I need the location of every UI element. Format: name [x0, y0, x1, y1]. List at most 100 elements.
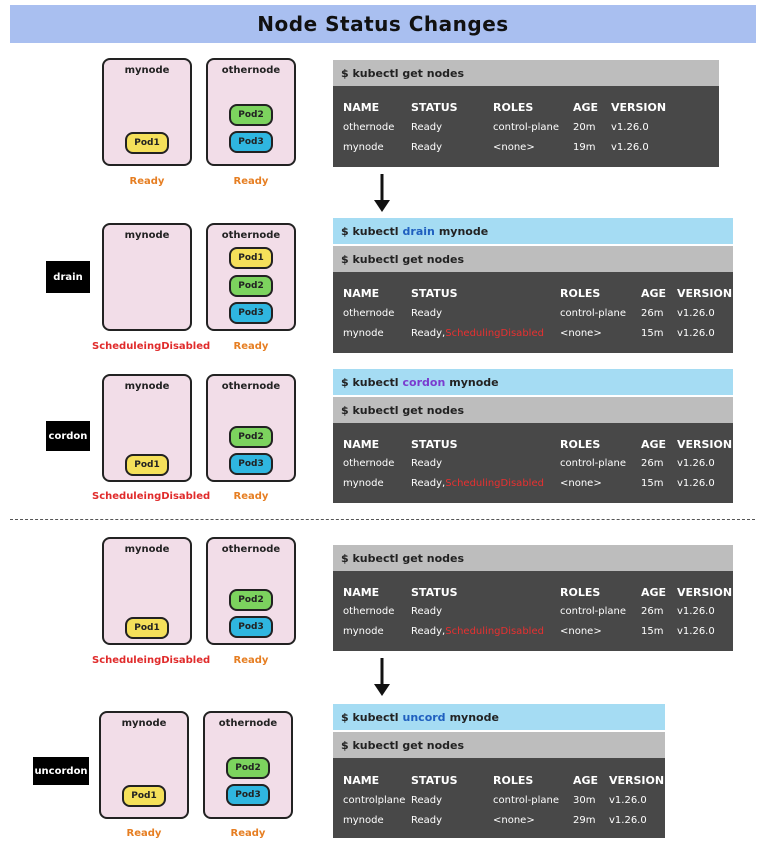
node-mynode: mynode Pod1: [102, 537, 192, 645]
cell-name: mynode: [343, 328, 384, 339]
command-prefix: $ kubectl: [341, 375, 399, 389]
pod-2: Pod2: [229, 275, 273, 297]
cell-version: v1.26.0: [609, 795, 647, 806]
cell-version: v1.26.0: [609, 815, 647, 826]
node-status: Ready: [233, 491, 269, 502]
pod-1: Pod1: [229, 247, 273, 269]
node-status: ScheduleingDisabled: [92, 491, 211, 502]
cell-version: v1.26.0: [677, 626, 715, 637]
header-status: STATUS: [411, 586, 458, 599]
node-mynode: mynode Pod1: [99, 711, 189, 819]
node-status: Ready: [233, 341, 269, 352]
pod-3: Pod3: [229, 453, 273, 475]
cell-roles: <none>: [493, 815, 535, 826]
cell-status: Ready,SchedulingDisabled: [411, 328, 544, 339]
terminal-5: $ kubectl get nodes NAME STATUS ROLES AG…: [333, 732, 665, 838]
cell-name: controlplane: [343, 795, 406, 806]
terminal-4: $ kubectl get nodes NAME STATUS ROLES AG…: [333, 545, 733, 651]
cell-name: othernode: [343, 458, 395, 469]
command-drain: $ kubectl drain mynode: [333, 218, 733, 244]
cell-status: Ready,SchedulingDisabled: [411, 626, 544, 637]
node-name: mynode: [121, 718, 167, 729]
command-get-nodes: $ kubectl get nodes: [333, 60, 719, 86]
cell-name: mynode: [343, 626, 384, 637]
node-name: othernode: [218, 718, 278, 729]
header-age: AGE: [641, 438, 667, 451]
cell-status: Ready,SchedulingDisabled: [411, 478, 544, 489]
cell-status: Ready: [411, 815, 443, 826]
node-name: mynode: [124, 230, 170, 241]
node-name: mynode: [124, 65, 170, 76]
command-text: $ kubectl get nodes: [341, 738, 465, 752]
header-status: STATUS: [411, 774, 458, 787]
status-disabled: SchedulingDisabled: [445, 328, 544, 339]
command-get-nodes: $ kubectl get nodes: [333, 397, 733, 423]
node-name: othernode: [221, 230, 281, 241]
pod-1: Pod1: [125, 132, 169, 154]
node-name: mynode: [124, 544, 170, 555]
header-age: AGE: [641, 287, 667, 300]
header-status: STATUS: [411, 101, 458, 114]
pod-3: Pod3: [229, 302, 273, 324]
pod-2: Pod2: [229, 426, 273, 448]
cell-roles: <none>: [493, 142, 535, 153]
status-ready: Ready,: [411, 478, 446, 489]
pod-3: Pod3: [229, 131, 273, 153]
page-title: Node Status Changes: [257, 12, 509, 36]
node-name: othernode: [221, 544, 281, 555]
header-roles: ROLES: [493, 774, 534, 787]
cell-roles: control-plane: [560, 458, 627, 469]
cell-roles: <none>: [560, 328, 602, 339]
cell-roles: control-plane: [493, 795, 560, 806]
cell-version: v1.26.0: [677, 606, 715, 617]
header-roles: ROLES: [560, 586, 601, 599]
cell-age: 20m: [573, 122, 596, 133]
command-text: $ kubectl get nodes: [341, 403, 465, 417]
cell-status: Ready: [411, 308, 443, 319]
down-arrow-icon: [374, 658, 390, 696]
header-version: VERSION: [609, 774, 665, 787]
cell-version: v1.26.0: [677, 308, 715, 319]
node-name: othernode: [221, 381, 281, 392]
header-name: NAME: [343, 287, 380, 300]
cell-version: v1.26.0: [677, 458, 715, 469]
cell-status: Ready: [411, 606, 443, 617]
node-status: Ready: [233, 176, 269, 187]
node-status: Ready: [129, 176, 165, 187]
command-cordon: $ kubectl cordon mynode: [333, 369, 733, 395]
cell-age: 26m: [641, 606, 664, 617]
cell-roles: control-plane: [493, 122, 560, 133]
node-othernode: othernode Pod1 Pod2 Pod3: [206, 223, 296, 331]
header-version: VERSION: [677, 287, 733, 300]
node-status: Ready: [233, 655, 269, 666]
section-divider: [10, 519, 755, 520]
cell-name: othernode: [343, 122, 395, 133]
action-label-uncordon: uncordon: [33, 757, 89, 785]
node-othernode: othernode Pod2 Pod3: [203, 711, 293, 819]
header-status: STATUS: [411, 438, 458, 451]
cell-status: Ready: [411, 142, 443, 153]
header-roles: ROLES: [493, 101, 534, 114]
cell-status: Ready: [411, 122, 443, 133]
status-disabled: SchedulingDisabled: [445, 478, 544, 489]
cell-name: mynode: [343, 815, 384, 826]
status-disabled: SchedulingDisabled: [445, 626, 544, 637]
header-age: AGE: [573, 774, 599, 787]
cell-status: Ready: [411, 795, 443, 806]
title-bar: Node Status Changes: [10, 5, 756, 43]
node-othernode: othernode Pod2 Pod3: [206, 537, 296, 645]
cell-age: 19m: [573, 142, 596, 153]
header-name: NAME: [343, 774, 380, 787]
cell-version: v1.26.0: [677, 328, 715, 339]
header-name: NAME: [343, 101, 380, 114]
command-get-nodes: $ kubectl get nodes: [333, 545, 733, 571]
cell-version: v1.26.0: [677, 478, 715, 489]
pod-2: Pod2: [229, 589, 273, 611]
cell-age: 30m: [573, 795, 596, 806]
pod-3: Pod3: [226, 784, 270, 806]
node-status: ScheduleingDisabled: [92, 341, 211, 352]
command-target: mynode: [438, 224, 489, 238]
command-keyword-drain: drain: [402, 224, 435, 238]
header-age: AGE: [573, 101, 599, 114]
header-version: VERSION: [677, 438, 733, 451]
